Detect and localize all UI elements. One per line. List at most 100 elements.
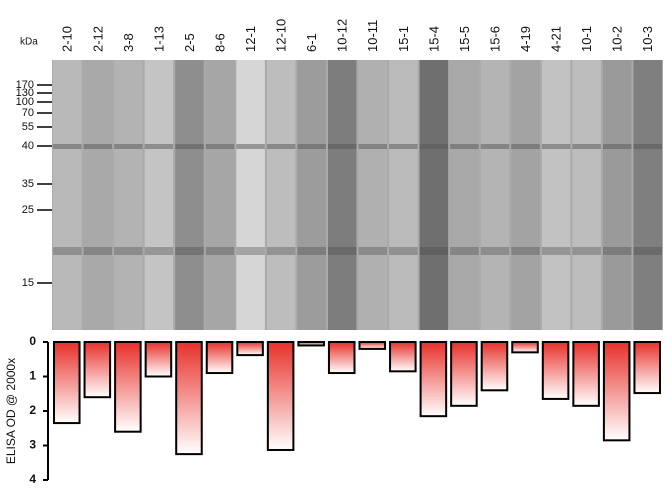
bar [114, 341, 142, 433]
blot-band [297, 247, 326, 255]
blot-strip [114, 60, 143, 330]
blot-band [205, 144, 235, 149]
blot-unit: kDa [20, 37, 38, 48]
blot-band [236, 144, 265, 149]
blot-frame [52, 60, 663, 330]
blot-strip [266, 60, 296, 330]
blot-band [480, 144, 510, 149]
blot-strip [205, 60, 235, 330]
blot-band [450, 247, 479, 255]
lane-label: 12-10 [274, 19, 289, 52]
lane-label: 15-6 [487, 26, 502, 52]
lane-label: 3-8 [121, 33, 136, 52]
blot-strip [389, 60, 418, 330]
lane-label: 15-4 [426, 26, 441, 52]
blot-band [266, 247, 296, 255]
blot-band [53, 247, 82, 255]
blot-band [83, 144, 113, 149]
blot-band [541, 144, 571, 149]
blot-band [572, 247, 601, 255]
blot-band [480, 247, 510, 255]
marker-label: 70 [22, 107, 34, 119]
blot-band [389, 247, 418, 255]
blot-band [114, 247, 143, 255]
bar [297, 341, 325, 347]
bar [83, 341, 112, 399]
bar [175, 341, 203, 456]
blot-strip [633, 60, 662, 330]
bar [389, 341, 417, 373]
bar [480, 341, 509, 392]
y-tick-label: 3 [29, 438, 36, 452]
blot-band [236, 247, 265, 255]
blot-band [389, 144, 418, 149]
lane-label: 2-5 [182, 33, 197, 52]
blot-band [327, 247, 357, 255]
bar [266, 341, 295, 451]
marker-label: 15 [22, 277, 34, 289]
blot-band [511, 144, 540, 149]
blot-strip [53, 60, 82, 330]
blot-band [419, 144, 449, 149]
blot-band [358, 247, 388, 255]
marker-label: 55 [22, 121, 34, 133]
y-axis-label: ELISA OD @ 2000x [4, 358, 18, 464]
blot-band [602, 144, 632, 149]
bar [53, 341, 81, 425]
bar [236, 341, 264, 357]
blot-band [419, 247, 449, 255]
blot-band [175, 247, 204, 255]
marker-label: 170 [16, 79, 34, 91]
blot-strip [175, 60, 204, 330]
lane-label: 10-1 [579, 26, 594, 52]
blot-strip [236, 60, 265, 330]
bar [450, 341, 478, 407]
blot-strip [297, 60, 326, 330]
blot-band [327, 144, 357, 149]
blot-strip [144, 60, 174, 330]
lane-label: 4-21 [549, 26, 564, 52]
y-tick-label: 2 [29, 403, 36, 417]
lane-label: 4-19 [518, 26, 533, 52]
marker-label: 40 [22, 140, 34, 152]
blot-strip [480, 60, 510, 330]
blot-strip [572, 60, 601, 330]
blot-band [358, 144, 388, 149]
blot-strip [602, 60, 632, 330]
lane-label: 10-11 [365, 20, 380, 52]
blot-band [541, 247, 571, 255]
y-tick-label: 4 [29, 472, 36, 486]
lane-label: 8-6 [212, 33, 227, 52]
blot-band [114, 144, 143, 149]
marker-label: 25 [22, 204, 34, 216]
marker-label: 130 [16, 87, 34, 99]
blot-strip [327, 60, 357, 330]
y-tick-label: 1 [29, 369, 36, 383]
bar [205, 341, 234, 375]
blot-band [144, 247, 174, 255]
bar [511, 341, 539, 354]
bar [358, 341, 387, 350]
bar [633, 341, 662, 395]
blot-strip [419, 60, 449, 330]
y-tick-label: 0 [29, 334, 36, 348]
blot-band [633, 144, 662, 149]
blot-band [205, 247, 235, 255]
lane-label: 10-12 [335, 19, 350, 52]
lane-label: 2-12 [90, 26, 105, 52]
blot-band [511, 247, 540, 255]
blot-band [633, 247, 662, 255]
lane-label: 6-1 [304, 33, 319, 52]
blot-band [175, 144, 204, 149]
lane-label: 15-1 [396, 26, 411, 52]
blot-band [53, 144, 82, 149]
blot-strip [541, 60, 571, 330]
lane-label: 10-3 [640, 26, 655, 52]
bar [327, 341, 356, 375]
lane-label: 15-5 [457, 26, 472, 52]
blot-band [602, 247, 632, 255]
blot-band [572, 144, 601, 149]
bar [572, 341, 600, 407]
lane-label: 10-2 [610, 26, 625, 52]
